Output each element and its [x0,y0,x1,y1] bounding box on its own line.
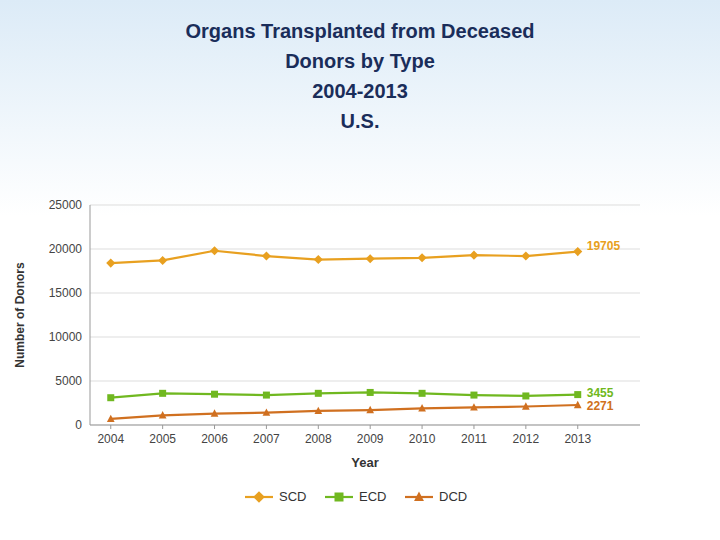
point [574,401,582,408]
title: Organs Transplanted from DeceasedDonors … [185,20,534,132]
point [366,254,375,263]
x-tick-label: 2010 [409,432,436,446]
point [574,391,581,398]
point [522,402,530,409]
y-tick-label: 0 [75,418,82,432]
background [0,0,720,216]
x-tick-label: 2004 [97,432,124,446]
point [315,390,322,397]
series-line [111,392,578,397]
point [211,391,218,398]
x-tick-label: 2009 [357,432,384,446]
point [106,259,115,268]
point [159,411,167,418]
x-tick [110,425,111,429]
axes: 0 5000 10000 15000 20000 25000 2004 2005 2006 200… [49,198,640,446]
point [314,407,322,414]
annotation: 2271 [587,399,614,413]
x-tick-label: 2012 [512,432,539,446]
point [107,415,115,422]
point [263,408,271,415]
point [263,392,270,399]
point [159,390,166,397]
legend-label: ECD [359,489,386,504]
x-tick-label: 2006 [201,432,228,446]
series-line [111,405,578,419]
point [469,251,478,260]
legend-label: SCD [279,489,306,504]
point [158,256,167,265]
point [210,246,219,255]
x-axis-label: Year [351,455,378,470]
point [573,247,582,256]
point [470,403,478,410]
point [419,390,426,397]
grid-line [90,425,640,426]
x-axis-line [90,425,640,426]
series-line [111,251,578,263]
x-tick [214,425,215,429]
y-tick-label: 15000 [49,286,83,300]
point [367,389,374,396]
point [107,394,114,401]
grid-line [90,249,640,250]
legend-marker [253,491,265,503]
grid-line [90,205,640,206]
point [418,404,426,411]
grid-line [90,337,640,338]
x-tick [370,425,371,429]
point [521,251,530,260]
x-tick [577,425,578,429]
x-tick [162,425,163,429]
point [522,392,529,399]
x-tick [318,425,319,429]
x-tick [266,425,267,429]
x-tick-label: 2007 [253,432,280,446]
legend-marker [414,492,424,501]
grid-line [90,381,640,382]
x-tick-label: 2005 [149,432,176,446]
point [470,392,477,399]
annotation: 3455 [587,386,614,400]
plot-area [106,246,582,422]
legend: SCD ECD DCD [245,489,467,504]
point [262,251,271,260]
y-tick-label: 5000 [55,374,82,388]
x-tick [422,425,423,429]
y-tick-label: 25000 [49,198,83,212]
y-axis-label: Number of Donors [13,262,27,368]
legend-label: DCD [439,489,467,504]
legend-marker [335,493,344,502]
grid-line [90,293,640,294]
point [418,253,427,262]
y-axis-line [90,205,91,425]
chart: Organs Transplanted from DeceasedDonors … [0,0,720,540]
point [211,409,219,416]
point [314,255,323,264]
y-tick-label: 10000 [49,330,83,344]
x-tick [473,425,474,429]
x-tick-label: 2011 [461,432,487,446]
x-tick-label: 2013 [564,432,591,446]
point [366,406,374,413]
y-tick-label: 20000 [49,242,83,256]
annotation: 19705 [587,239,621,253]
x-tick-label: 2008 [305,432,332,446]
x-tick [525,425,526,429]
